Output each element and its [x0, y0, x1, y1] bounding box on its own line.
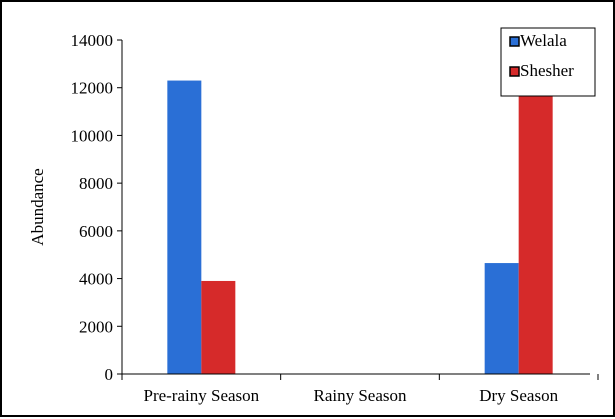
x-category-label: Rainy Season — [313, 386, 407, 405]
bar-shesher-0 — [201, 280, 236, 374]
y-tick-label: 4000 — [79, 270, 113, 289]
y-tick-label: 2000 — [79, 317, 113, 336]
y-axis-title: Abundance — [28, 168, 47, 245]
legend-swatch-shesher — [509, 66, 520, 77]
bar-welala-2 — [484, 263, 519, 374]
bars-layer — [167, 80, 553, 375]
y-tick-label: 8000 — [79, 174, 113, 193]
labels-layer: 0 2000 4000 6000 8000 10000 12000 14000 Pre-rain… — [71, 31, 559, 405]
y-tick-label: 10000 — [71, 126, 114, 145]
y-tick-label: 14000 — [71, 31, 114, 50]
legend-label-shesher: Shesher — [520, 61, 574, 80]
legend-label-welala: Welala — [520, 31, 567, 50]
legend: Welala Shesher — [500, 27, 596, 97]
bar-welala-0 — [167, 80, 202, 375]
y-tick-label: 12000 — [71, 79, 114, 98]
x-category-label: Pre-rainy Season — [143, 386, 259, 405]
x-category-label: Dry Season — [479, 386, 558, 405]
y-tick-label: 0 — [105, 365, 114, 384]
y-tick-label: 6000 — [79, 222, 113, 241]
legend-swatch-welala — [509, 36, 520, 47]
axes-layer — [117, 39, 599, 380]
bar-shesher-2 — [518, 94, 553, 374]
